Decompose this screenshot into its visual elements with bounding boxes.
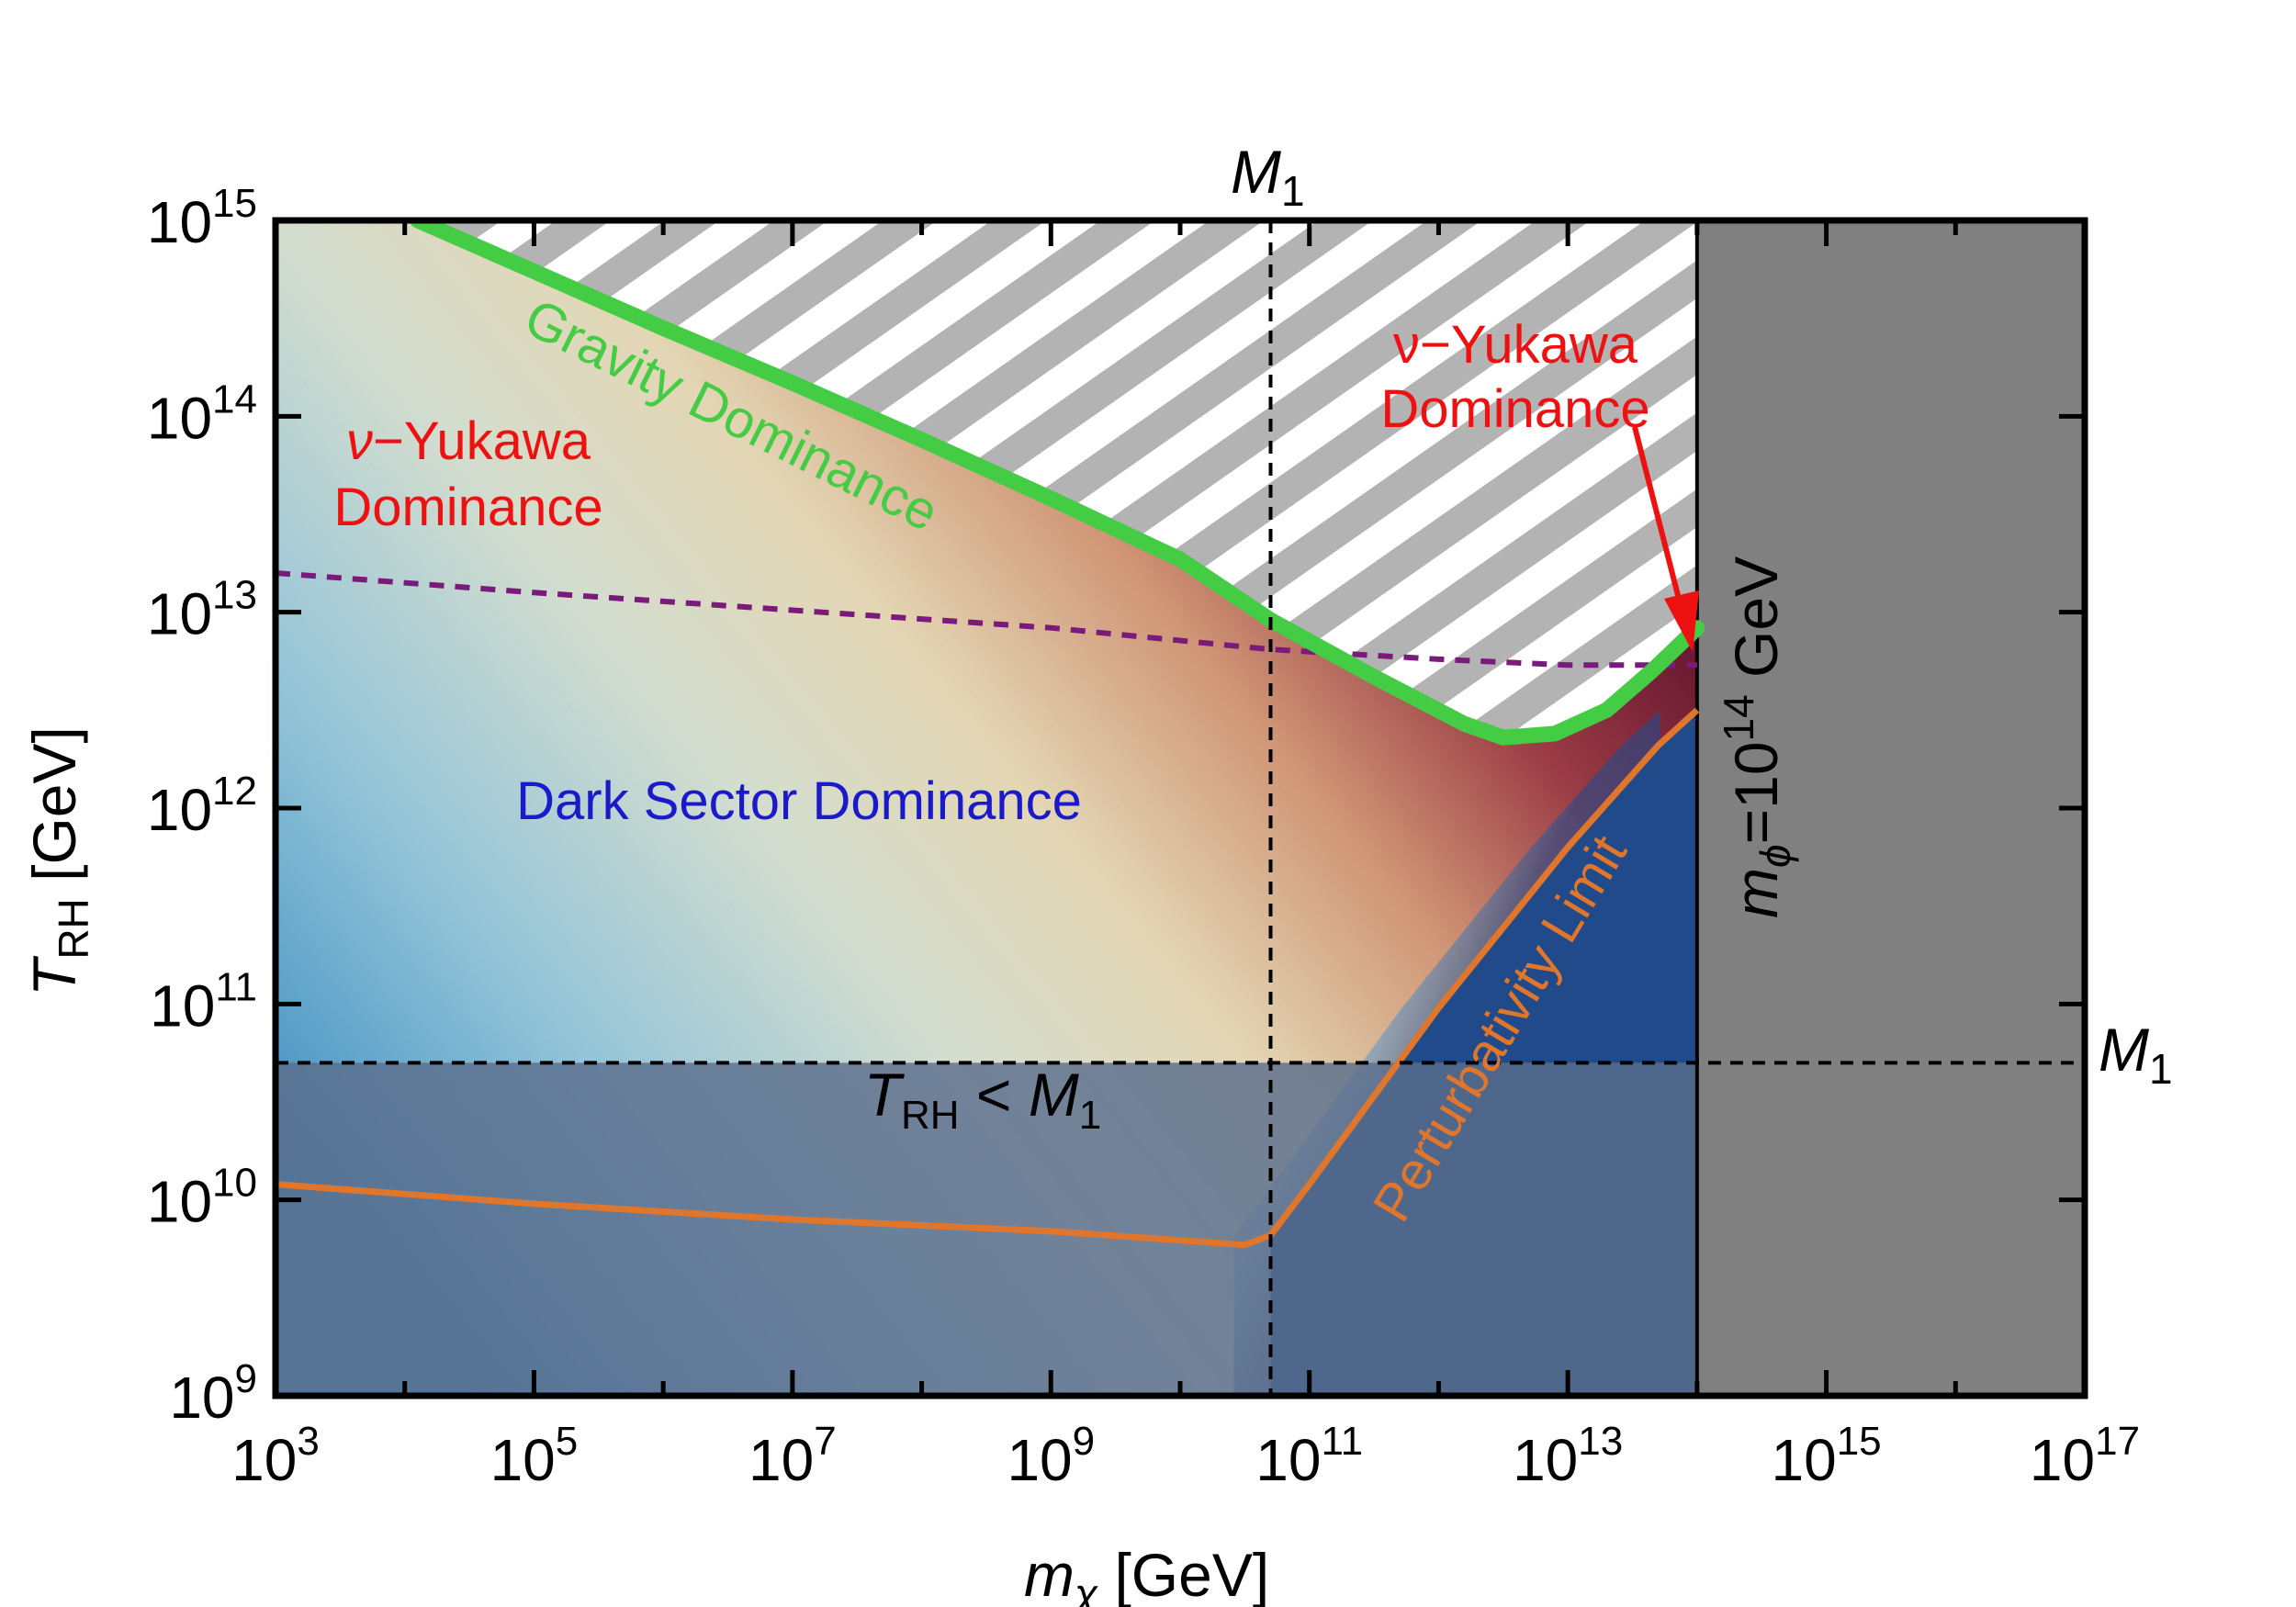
yukawa-left-label-line2: Dominance bbox=[333, 478, 602, 537]
y-tick-label: 1013 bbox=[147, 573, 257, 647]
trh-below-m1-label: TRH < M1 bbox=[864, 1061, 1102, 1138]
purple-dashed-boundary bbox=[276, 570, 1697, 669]
y-tick-label: 1012 bbox=[147, 769, 257, 843]
x-tick-label: 103 bbox=[231, 1419, 320, 1493]
y-axis-title: TRH [GeV] bbox=[20, 726, 97, 996]
y-tick-labels: 109 1010 1011 1012 1013 1014 1015 bbox=[147, 181, 257, 1431]
x-tick-label: 1013 bbox=[1513, 1419, 1623, 1493]
mphi-label: mϕ=1014 GeV bbox=[1715, 556, 1799, 918]
m1-right-label: M1 bbox=[2099, 1016, 2173, 1093]
yukawa-arrow-shaft bbox=[1632, 426, 1683, 607]
y-tick-label: 1011 bbox=[150, 964, 257, 1039]
yukawa-right-label-line1: ν−Yukawa bbox=[1393, 315, 1638, 375]
y-tick-label: 1010 bbox=[147, 1161, 257, 1235]
yukawa-arrow-head bbox=[1664, 590, 1699, 652]
x-tick-label: 1011 bbox=[1255, 1419, 1363, 1493]
x-tick-label: 1015 bbox=[1772, 1419, 1882, 1493]
yukawa-left-label-line1: ν−Yukawa bbox=[346, 411, 591, 471]
mphi-excluded-gray-region bbox=[1696, 220, 2085, 1396]
x-tick-labels: 103 105 107 109 1011 1013 1015 1017 bbox=[231, 1419, 2140, 1493]
gravity-excluded-hatched-region bbox=[417, 220, 1697, 738]
y-tick-label: 109 bbox=[169, 1356, 257, 1431]
dark-sector-dominance-label: Dark Sector Dominance bbox=[516, 771, 1082, 831]
x-tick-label: 105 bbox=[490, 1419, 579, 1493]
y-tick-label: 1015 bbox=[147, 181, 257, 255]
x-tick-label: 1017 bbox=[2030, 1419, 2140, 1493]
yukawa-right-label-line2: Dominance bbox=[1380, 379, 1649, 439]
m1-top-label: M1 bbox=[1231, 138, 1305, 215]
x-tick-label: 107 bbox=[748, 1419, 837, 1493]
x-tick-label: 109 bbox=[1007, 1419, 1095, 1493]
tick-marks bbox=[273, 218, 2088, 1399]
y-tick-label: 1014 bbox=[147, 376, 257, 451]
x-axis-title: mχ [GeV] bbox=[1024, 1541, 1269, 1607]
